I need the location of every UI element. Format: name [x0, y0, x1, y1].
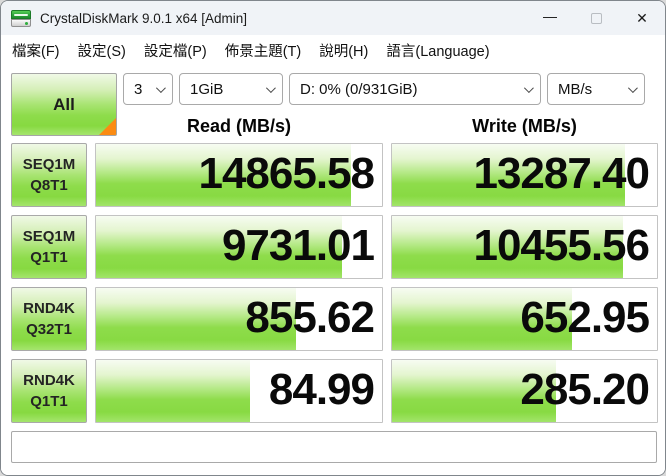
target-drive-select[interactable]: D: 0% (0/931GiB): [289, 73, 541, 105]
queue-thread: Q32T1: [26, 321, 72, 338]
disk-icon-body: [11, 18, 31, 27]
write-column-header: Write (MB/s): [472, 115, 577, 136]
write-result-cell: 285.20: [391, 359, 658, 423]
test-button-rnd4k-q1t1[interactable]: RND4K Q1T1: [11, 359, 87, 423]
result-bar: [96, 144, 351, 206]
comment-input[interactable]: [11, 431, 657, 463]
unit-select[interactable]: MB/s: [547, 73, 645, 105]
result-bar: [392, 144, 626, 206]
queue-thread: Q1T1: [30, 393, 68, 410]
test-size-select[interactable]: 1GiB: [179, 73, 283, 105]
test-button-rnd4k-q32t1[interactable]: RND4K Q32T1: [11, 287, 87, 351]
chevron-down-icon: [155, 82, 166, 93]
read-result-value: 14865.58: [198, 149, 375, 198]
test-name: SEQ1M: [22, 228, 76, 245]
menu-bar: 檔案(F) 設定(S) 設定檔(P) 佈景主題(T) 說明(H) 語言(Lang…: [1, 35, 665, 65]
read-result-cell: 84.99: [95, 359, 383, 423]
menu-item-help[interactable]: 說明(H): [319, 43, 369, 60]
menu-item-settings[interactable]: 設定(S): [77, 43, 126, 60]
maximize-icon: [590, 12, 602, 24]
write-result-cell: 10455.56: [391, 215, 658, 279]
read-result-cell: 855.62: [95, 287, 383, 351]
result-bar: [96, 288, 297, 350]
result-row-seq1m-q1t1: SEQ1M Q1T1 9731.01 10455.56: [11, 215, 658, 279]
test-count-select[interactable]: 3: [123, 73, 173, 105]
maximize-button[interactable]: [573, 1, 619, 35]
queue-thread: Q8T1: [30, 177, 68, 194]
app-icon: [11, 9, 31, 27]
menu-item-file[interactable]: 檔案(F): [12, 43, 60, 60]
test-name: SEQ1M: [22, 156, 76, 173]
result-row-rnd4k-q32t1: RND4K Q32T1 855.62 652.95: [11, 287, 658, 351]
read-result-cell: 9731.01: [95, 215, 383, 279]
write-result-cell: 13287.40: [391, 143, 658, 207]
menu-item-profile[interactable]: 設定檔(P): [143, 43, 207, 60]
window-titlebar: CrystalDiskMark 9.0.1 x64 [Admin] — ✕: [1, 1, 665, 35]
target-drive-value: D: 0% (0/931GiB): [300, 80, 418, 98]
chevron-down-icon: [265, 82, 276, 93]
result-row-rnd4k-q1t1: RND4K Q1T1 84.99 285.20: [11, 359, 658, 423]
result-bar: [392, 360, 557, 422]
read-result-value: 9731.01: [221, 221, 375, 270]
menu-item-theme[interactable]: 佈景主題(T): [224, 43, 302, 60]
test-size-value: 1GiB: [190, 80, 224, 98]
test-button-seq1m-q8t1[interactable]: SEQ1M Q8T1: [11, 143, 87, 207]
settings-toolbar: 3 1GiB D: 0% (0/931GiB) MB/s: [123, 73, 655, 109]
main-content: All 3 1GiB D: 0% (0/931GiB) MB/s R: [1, 65, 665, 475]
triangle-indicator-icon: [99, 118, 116, 135]
result-bar: [96, 360, 251, 422]
write-result-cell: 652.95: [391, 287, 658, 351]
test-count-value: 3: [134, 80, 143, 98]
close-icon: ✕: [636, 10, 648, 26]
column-headers: Read (MB/s) Write (MB/s): [11, 109, 655, 143]
disk-icon-led: [25, 21, 28, 25]
test-button-seq1m-q1t1[interactable]: SEQ1M Q1T1: [11, 215, 87, 279]
menu-item-language[interactable]: 語言(Language): [386, 43, 490, 60]
write-result-value: 10455.56: [473, 221, 650, 270]
run-all-button[interactable]: All: [11, 73, 117, 136]
result-bar: [392, 216, 623, 278]
result-bar: [96, 216, 342, 278]
read-result-cell: 14865.58: [95, 143, 383, 207]
window-title: CrystalDiskMark 9.0.1 x64 [Admin]: [40, 10, 248, 26]
write-result-value: 13287.40: [473, 149, 650, 198]
read-result-value: 84.99: [268, 365, 375, 414]
read-result-value: 855.62: [245, 293, 375, 342]
run-all-label: All: [53, 94, 75, 114]
test-name: RND4K: [23, 372, 75, 389]
minimize-button[interactable]: —: [527, 1, 573, 35]
disk-icon-top: [11, 9, 31, 19]
result-bar: [392, 288, 573, 350]
queue-thread: Q1T1: [30, 249, 68, 266]
result-row-seq1m-q8t1: SEQ1M Q8T1 14865.58 13287.40: [11, 143, 658, 207]
test-name: RND4K: [23, 300, 75, 317]
results-table: SEQ1M Q8T1 14865.58 13287.40 SEQ1M Q1T1: [11, 143, 658, 423]
unit-value: MB/s: [558, 80, 593, 98]
read-column-header: Read (MB/s): [186, 115, 291, 136]
write-result-value: 285.20: [520, 365, 650, 414]
write-result-value: 652.95: [520, 293, 650, 342]
chevron-down-icon: [627, 82, 638, 93]
close-button[interactable]: ✕: [619, 1, 665, 35]
chevron-down-icon: [523, 82, 534, 93]
minimize-icon: —: [543, 8, 557, 24]
